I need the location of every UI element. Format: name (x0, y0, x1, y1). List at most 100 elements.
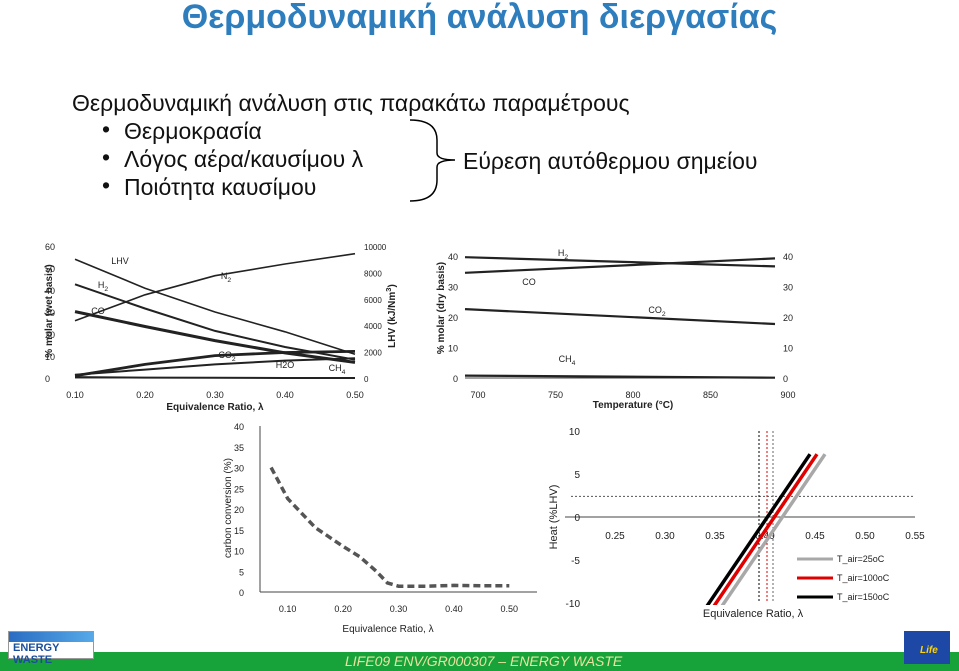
chart-4: -10 -5 0 5 10 0.25 0.30 0.35 0.40 0.45 0.50 0.55 Equ… (548, 427, 925, 620)
y-tick-label: 10 (569, 427, 581, 438)
x-axis-label: Equivalence Ratio, λ (166, 402, 264, 413)
x-tick-label: 850 (703, 390, 718, 400)
y2-tick-label: 40 (783, 252, 793, 262)
series-line (269, 466, 510, 588)
chart-2: 0 10 20 30 40 0 10 20 30 40 700 750 800 850 900 Tempera… (436, 248, 796, 411)
series-label-ch4: CH4 (329, 363, 346, 376)
x-tick-label: 0.50 (501, 604, 519, 614)
bullet-label: Ποιότητα καυσίμου (124, 174, 317, 200)
series-label-co2: CO2 (218, 350, 236, 363)
y2-tick-label: 2000 (364, 349, 382, 358)
series-line-n2 (74, 252, 356, 322)
y2-tick-label: 8000 (364, 269, 382, 278)
x-axis-label: Equivalence Ratio, λ (703, 608, 804, 620)
bullet-icon: • (102, 144, 111, 170)
legend-label: T_air=150oC (837, 592, 890, 602)
x-tick-label: 0.30 (655, 531, 675, 542)
y2-tick-label: 20 (783, 313, 793, 323)
x-tick-label: 700 (470, 390, 485, 400)
x-tick-label: 0.45 (805, 531, 825, 542)
result-text: Εύρεση αυτόθερμου σημείου (463, 148, 758, 174)
y-tick-label: 30 (45, 308, 55, 318)
series-label-co: CO (522, 277, 536, 287)
y-tick-label: 5 (239, 567, 244, 577)
y-tick-label: 20 (234, 505, 244, 515)
chart-3: 0 5 10 15 20 25 30 35 40 0.10 0.20 0.30 0.40 0.50 Equi… (223, 422, 537, 635)
legend-label: T_air=25oC (837, 554, 885, 564)
y-tick-label: 40 (448, 252, 458, 262)
x-tick-label: 0.35 (705, 531, 725, 542)
y-axis-label: Heat (%LHV) (548, 485, 560, 550)
series-label-h2o: H2O (276, 360, 295, 370)
chart-1: 0 10 20 30 40 50 60 0 2000 4000 6000 8000 10000 0.10 0… (44, 242, 398, 413)
series-line-ch4 (464, 374, 776, 379)
y2-tick-label: 6000 (364, 296, 382, 305)
y-tick-label: 50 (45, 264, 55, 274)
bullet-icon: • (102, 172, 111, 198)
x-tick-label: 0.30 (206, 390, 224, 400)
y-axis-label: % molar (dry basis) (436, 262, 447, 354)
y-tick-label: -5 (571, 556, 580, 567)
series-line-h2 (464, 257, 776, 274)
y-tick-label: 5 (574, 470, 580, 481)
y-tick-label: 40 (234, 422, 244, 432)
eu-life-logo: Life (904, 631, 950, 664)
series-line-co2 (464, 308, 776, 326)
y2-tick-label: 10000 (364, 243, 387, 252)
x-tick-label: 800 (625, 390, 640, 400)
bullet-label: Λόγος αέρα/καυσίμου λ (124, 146, 364, 172)
footer-text: LIFE09 ENV/GR000307 – ENERGY WASTE (345, 653, 623, 669)
x-tick-label: 0.50 (346, 390, 364, 400)
series-line-t-air-25oc (720, 453, 827, 605)
series-label-h2: H2 (98, 280, 109, 293)
y-tick-label: 35 (234, 443, 244, 453)
y-axis-label: carbon conversion (%) (223, 458, 234, 558)
y-tick-label: -10 (566, 599, 581, 610)
series-line-t-air-100oc (712, 453, 819, 605)
x-tick-label: 0.30 (390, 604, 408, 614)
series-line-co (464, 256, 776, 268)
x-tick-label: 0.40 (276, 390, 294, 400)
x-axis-label: Temperature (°C) (593, 400, 674, 411)
footer-bar (0, 652, 959, 671)
legend-label: T_air=100oC (837, 573, 890, 583)
slide-title: Θερμοδυναμική ανάλυση διεργασίας (181, 0, 778, 36)
y2-tick-label: 10 (783, 344, 793, 354)
y2-tick-label: 30 (783, 283, 793, 293)
y-tick-label: 10 (234, 547, 244, 557)
x-tick-label: 750 (548, 390, 563, 400)
series-label-n2: N2 (221, 271, 232, 284)
bullet-item: • Θερμοκρασία (102, 116, 262, 145)
y-tick-label: 0 (45, 374, 50, 384)
bullet-item: • Λόγος αέρα/καυσίμου λ (102, 144, 364, 173)
bullet-label: Θερμοκρασία (124, 118, 262, 144)
x-tick-label: 0.55 (905, 531, 925, 542)
x-tick-label: 0.25 (605, 531, 625, 542)
series-label-co: CO (91, 306, 105, 316)
intro-text: Θερμοδυναμική ανάλυση στις παρακάτω παρα… (72, 90, 630, 116)
y-tick-label: 10 (448, 344, 458, 354)
x-tick-label: 0.40 (755, 531, 775, 542)
energy-waste-logo: ENERGY WASTE (8, 631, 94, 666)
series-line-h2o (74, 357, 356, 376)
y-tick-label: 0 (574, 513, 580, 524)
logo-label: ENERGY WASTE (13, 642, 60, 666)
bullet-item: • Ποιότητα καυσίμου (102, 172, 317, 201)
x-axis-label: Equivalence Ratio, λ (342, 624, 433, 635)
x-tick-label: 0.10 (66, 390, 84, 400)
x-tick-label: 900 (780, 390, 795, 400)
y-tick-label: 30 (234, 464, 244, 474)
x-tick-label: 0.10 (279, 604, 297, 614)
bullet-icon: • (102, 116, 111, 142)
y2-tick-label: 4000 (364, 322, 382, 331)
y-tick-label: 10 (45, 352, 55, 362)
series-line-t-air-150oc (705, 453, 812, 605)
series-line-co (74, 310, 356, 364)
x-tick-label: 0.40 (445, 604, 463, 614)
series-line-co2 (74, 350, 356, 378)
y-axis-label: % molar (wet basis) (44, 264, 55, 357)
series-line-ch4 (74, 376, 355, 379)
bracket-icon (409, 119, 456, 202)
x-tick-label: 0.20 (334, 604, 352, 614)
